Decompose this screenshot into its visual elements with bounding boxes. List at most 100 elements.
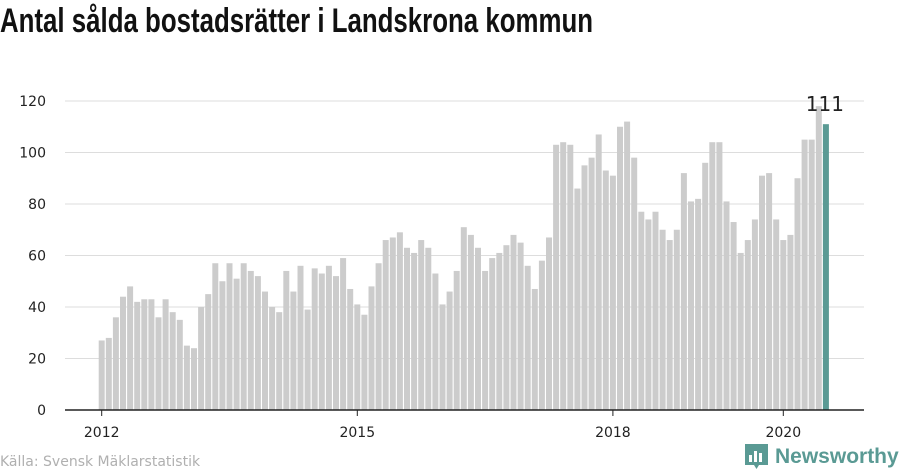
bar	[318, 273, 325, 410]
bar	[702, 162, 709, 410]
bar	[418, 240, 425, 410]
bar	[340, 258, 347, 410]
bar	[375, 263, 382, 410]
bar	[254, 276, 261, 410]
bar	[510, 234, 517, 410]
bar	[801, 139, 808, 410]
bar	[297, 265, 304, 410]
bar	[290, 291, 297, 410]
bar	[808, 139, 815, 410]
bar	[723, 201, 730, 410]
bar	[773, 219, 780, 410]
bar	[233, 278, 240, 410]
bar	[673, 229, 680, 410]
bar	[425, 247, 432, 410]
bar	[737, 252, 744, 410]
bar	[751, 219, 758, 410]
bar	[503, 245, 510, 410]
bar	[205, 294, 212, 410]
bar	[382, 240, 389, 410]
bar	[787, 234, 794, 410]
bar	[453, 270, 460, 410]
bar	[595, 134, 602, 410]
y-tick-label: 0	[37, 403, 46, 419]
bar	[588, 157, 595, 410]
y-tick-label: 120	[19, 94, 46, 110]
bar	[226, 263, 233, 410]
bar	[404, 247, 410, 410]
bar	[191, 348, 197, 410]
bar	[759, 175, 765, 410]
bar	[489, 258, 496, 410]
bar	[460, 227, 467, 410]
y-tick-label: 20	[28, 352, 46, 368]
bar	[169, 312, 176, 410]
bar	[624, 121, 631, 410]
bar	[368, 286, 375, 410]
bar	[283, 270, 290, 410]
bar	[269, 307, 276, 410]
bars	[98, 106, 829, 411]
y-tick-label: 60	[28, 249, 46, 265]
bar	[361, 314, 368, 410]
bar	[219, 281, 226, 410]
bar	[652, 211, 659, 410]
bar	[304, 309, 311, 410]
highlight-value-label: 111	[806, 92, 844, 116]
bar	[247, 270, 254, 410]
bar	[581, 165, 588, 410]
bar	[766, 173, 773, 410]
bar	[659, 229, 666, 410]
bar	[574, 188, 581, 410]
bar	[155, 317, 162, 410]
bar	[134, 301, 141, 410]
bar	[183, 345, 190, 410]
bar	[347, 288, 354, 410]
bar	[496, 252, 503, 410]
bar	[333, 276, 339, 410]
bar	[567, 144, 574, 410]
bar	[553, 144, 560, 410]
x-tick-label: 2020	[765, 425, 801, 441]
bar	[148, 299, 155, 410]
y-tick-label: 80	[28, 197, 46, 213]
bar	[645, 219, 652, 410]
bar	[815, 106, 822, 411]
bar	[680, 173, 687, 410]
bar	[120, 296, 126, 410]
bar	[716, 142, 723, 410]
bar	[709, 142, 716, 410]
bar	[311, 268, 318, 410]
bar	[162, 299, 169, 410]
source-note: Källa: Svensk Mäklarstatistik	[0, 454, 201, 470]
bar	[389, 237, 396, 410]
y-tick-label: 100	[19, 146, 46, 162]
bar	[546, 237, 552, 410]
bar	[631, 157, 638, 410]
bar	[467, 234, 474, 410]
bar	[602, 170, 609, 410]
bar	[325, 265, 332, 410]
bar	[517, 242, 524, 410]
bar	[240, 263, 247, 410]
bar	[794, 178, 801, 410]
bar	[638, 211, 645, 410]
bar	[609, 175, 616, 410]
bar	[695, 198, 702, 410]
bar	[730, 222, 737, 410]
bar	[354, 304, 361, 410]
newsworthy-logo[interactable]: Newsworthy	[744, 443, 899, 470]
bar	[560, 142, 567, 410]
bar	[538, 260, 545, 410]
bar	[176, 319, 183, 410]
bar	[666, 240, 673, 410]
highlight-bar	[822, 124, 829, 411]
bar	[411, 252, 418, 410]
x-tick-label: 2015	[339, 425, 375, 441]
bar	[396, 232, 403, 410]
bar	[432, 273, 439, 410]
bar	[127, 286, 134, 410]
bar	[112, 317, 119, 410]
newsworthy-logo-icon	[745, 444, 768, 469]
